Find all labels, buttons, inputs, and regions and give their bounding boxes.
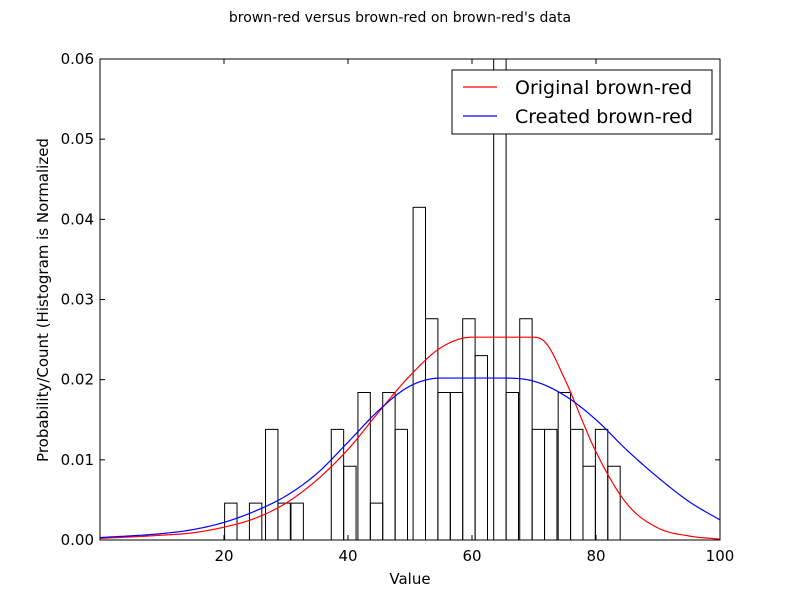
histogram-bar — [570, 428, 584, 541]
y-tick-label: 0.02 — [61, 371, 94, 389]
histogram-bar — [382, 391, 396, 541]
histogram-bar — [357, 391, 371, 541]
y-tick-label: 0.05 — [61, 130, 94, 148]
density-line-series-1 — [99, 377, 721, 539]
histogram-bar — [277, 502, 291, 541]
y-tick-label: 0.01 — [61, 451, 94, 469]
density-line-series-0 — [99, 336, 721, 540]
histogram-bar — [505, 391, 520, 541]
y-tick-label: 0.00 — [61, 531, 94, 549]
y-axis-label: Probability/Count (Histogram is Normaliz… — [34, 138, 52, 462]
histogram-bar — [369, 502, 384, 541]
histogram-bar — [544, 428, 558, 541]
histogram-bar — [290, 502, 304, 541]
histogram-bar — [462, 318, 476, 541]
y-tick-label: 0.06 — [61, 50, 94, 68]
legend-label: Original brown-red — [515, 77, 692, 99]
legend-label: Created brown-red — [515, 106, 693, 128]
histogram-bar — [449, 391, 464, 541]
histogram-bar — [394, 428, 409, 541]
histogram-bar — [557, 391, 572, 541]
legend-box — [451, 69, 713, 135]
histogram-bar — [425, 318, 439, 541]
histogram-bar — [343, 465, 357, 541]
y-tick-label: 0.03 — [61, 291, 94, 309]
histogram-bar — [519, 318, 533, 541]
histogram-bar — [330, 428, 345, 541]
density-lines — [99, 336, 721, 540]
x-tick-label: 60 — [462, 547, 481, 565]
histogram-bar — [594, 428, 609, 541]
y-tick-label: 0.04 — [61, 210, 94, 228]
x-tick-label: 100 — [706, 547, 735, 565]
chart-title: brown-red versus brown-red on brown-red'… — [228, 10, 572, 26]
x-axis-label: Value — [389, 570, 430, 588]
histogram-bar — [412, 206, 427, 541]
histogram-bar — [531, 428, 546, 541]
legend: Original brown-red Created brown-red — [451, 69, 713, 135]
axis-ticks: 20 40 60 80 100 0.00 0.01 0.02 0.03 0.04 0.05 0.06 — [61, 50, 735, 565]
x-tick-label: 40 — [338, 547, 357, 565]
x-tick-label: 80 — [586, 547, 605, 565]
histogram-bar — [582, 465, 596, 541]
x-tick-label: 20 — [214, 547, 233, 565]
histogram-bar — [437, 391, 451, 541]
histogram-bar — [265, 428, 279, 541]
histogram-bar — [474, 355, 489, 541]
